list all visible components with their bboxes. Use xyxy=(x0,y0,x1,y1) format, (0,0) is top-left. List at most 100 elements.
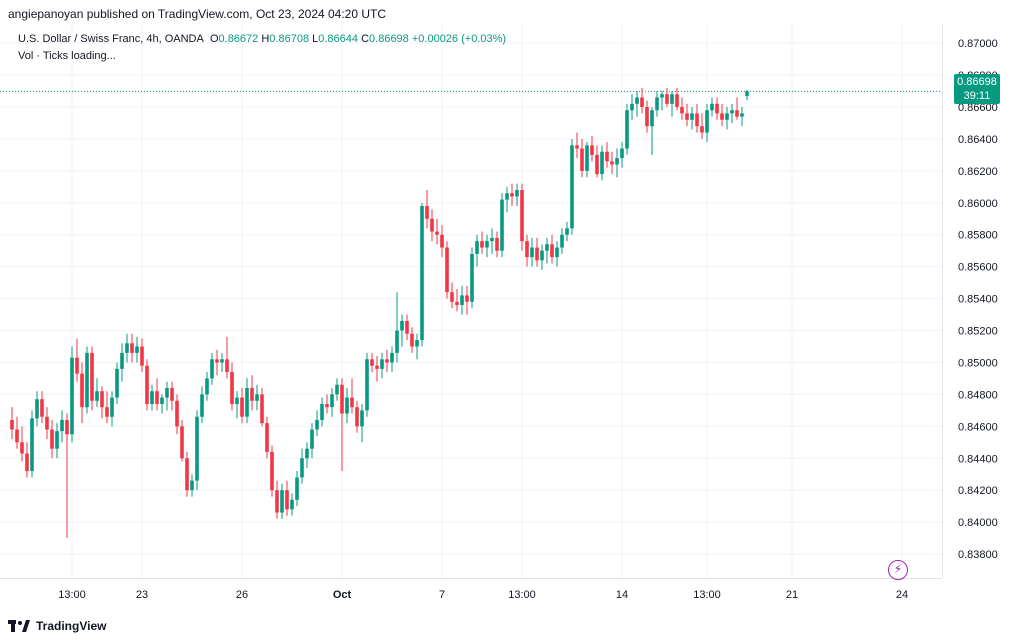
candle-body xyxy=(360,410,364,427)
candle-body xyxy=(735,110,739,117)
candle-body xyxy=(475,241,479,254)
candle-body xyxy=(580,148,584,171)
time-tick-label: Oct xyxy=(333,589,352,601)
candle-body xyxy=(645,107,649,127)
candle-body xyxy=(440,234,444,248)
candle-body xyxy=(80,373,84,408)
candle-body xyxy=(595,154,599,175)
candle-body xyxy=(430,218,434,232)
candle-body xyxy=(220,359,224,363)
candle-body xyxy=(460,295,464,305)
candle-body xyxy=(350,397,354,408)
candle-body xyxy=(575,145,579,149)
candle-body xyxy=(165,388,169,398)
candle-body xyxy=(400,320,404,331)
candle-body xyxy=(495,237,499,251)
candle-body xyxy=(275,490,279,513)
candle-body xyxy=(365,359,369,411)
candle-body xyxy=(240,397,244,417)
price-tick-label: 0.85400 xyxy=(958,294,998,306)
candle-body xyxy=(625,110,629,149)
chart-area[interactable]: 0.870000.868000.866000.864000.862000.860… xyxy=(0,24,1024,609)
candle-body xyxy=(585,145,589,171)
candle-body xyxy=(320,403,324,420)
candlestick-chart[interactable]: 0.870000.868000.866000.864000.862000.860… xyxy=(0,24,1024,609)
time-tick-label: 21 xyxy=(786,589,798,601)
price-tick-label: 0.86000 xyxy=(958,198,998,210)
candle-body xyxy=(115,368,119,398)
candle-body xyxy=(445,247,449,293)
candle-body xyxy=(465,295,469,302)
candle-body xyxy=(655,97,659,111)
price-tick-label: 0.86200 xyxy=(958,166,998,178)
candle-body xyxy=(10,419,14,430)
candle-body xyxy=(85,352,89,408)
candle-body xyxy=(700,126,704,133)
candle-body xyxy=(500,199,504,251)
low-label: L xyxy=(312,33,319,45)
candle-body xyxy=(15,429,19,443)
time-axis: 13:00 23 26 Oct 7 13:00 14 13:00 21 24 xyxy=(0,578,942,601)
candle-body xyxy=(570,145,574,229)
candle-body xyxy=(590,145,594,155)
open-value: 0.86672 xyxy=(218,33,259,45)
candle-body xyxy=(615,158,619,165)
candle-body xyxy=(65,419,69,435)
candle-body xyxy=(510,193,514,197)
candle-body xyxy=(355,407,359,427)
candle-body xyxy=(340,384,344,414)
price-tick-label: 0.83800 xyxy=(958,549,998,561)
price-tick-label: 0.84400 xyxy=(958,453,998,465)
candle-body xyxy=(375,365,379,369)
candle-body xyxy=(675,94,679,108)
candle-body xyxy=(630,103,634,111)
candle-body xyxy=(690,113,694,120)
candle-body xyxy=(545,244,549,251)
candle-body xyxy=(185,458,189,491)
candle-body xyxy=(550,244,554,258)
candle-body xyxy=(100,391,104,408)
candle-body xyxy=(665,94,669,104)
candle-body xyxy=(710,103,714,111)
candle-body xyxy=(255,394,259,401)
candle-body xyxy=(390,352,394,363)
price-axis: 0.870000.868000.866000.864000.862000.860… xyxy=(942,24,998,578)
price-tick-label: 0.85800 xyxy=(958,230,998,242)
candle-body xyxy=(485,241,489,248)
candle-body xyxy=(300,458,304,478)
open-label: O xyxy=(209,33,219,45)
candle-body xyxy=(450,292,454,302)
lightning-icon[interactable]: ⚡︎ xyxy=(888,560,908,580)
candle-body xyxy=(235,397,239,404)
candle-body xyxy=(190,480,194,491)
candle-body xyxy=(380,359,384,369)
candle-body xyxy=(605,151,609,162)
tradingview-logo-icon xyxy=(8,620,30,632)
candle-body xyxy=(35,399,39,419)
candle-body xyxy=(535,247,539,261)
price-tick-label: 0.84200 xyxy=(958,485,998,497)
candle-body xyxy=(180,426,184,459)
candle-body xyxy=(555,247,559,258)
time-tick-label: 14 xyxy=(616,589,628,601)
candle-body xyxy=(40,399,44,417)
candle-body xyxy=(505,193,509,200)
candle-body xyxy=(135,346,139,353)
price-tick-label: 0.86600 xyxy=(958,102,998,114)
candle-body xyxy=(230,372,234,404)
candle-body xyxy=(195,416,199,481)
candle-body xyxy=(325,403,329,408)
candle-body xyxy=(95,391,99,401)
low-value: 0.86644 xyxy=(318,33,359,45)
candle-body xyxy=(55,431,59,449)
candle-body xyxy=(455,301,459,305)
candle-body xyxy=(250,388,254,401)
candle-body xyxy=(515,190,519,197)
candle-body xyxy=(75,357,79,374)
candle-body xyxy=(160,397,164,404)
candle-body xyxy=(280,490,284,513)
change-value: +0.00026 (+0.03%) xyxy=(411,33,507,45)
candle-body xyxy=(685,113,689,120)
candle-body xyxy=(205,378,209,395)
close-label: C xyxy=(361,33,370,45)
